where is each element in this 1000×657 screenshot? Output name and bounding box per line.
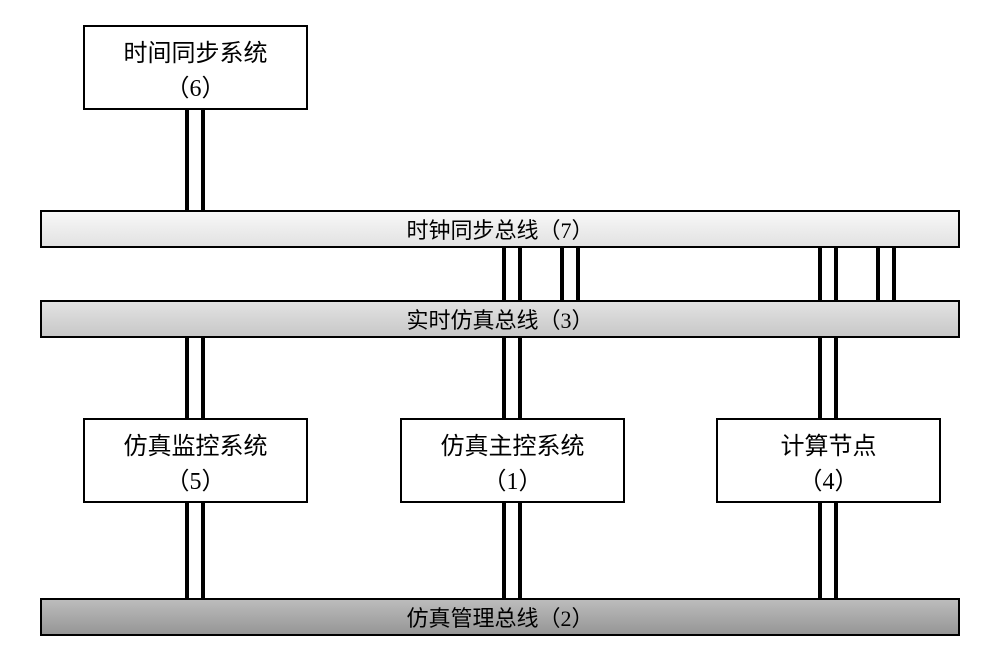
node-compute-node: 计算节点（4）	[716, 418, 941, 503]
node-time-sync-system: 时间同步系统（6）	[83, 25, 308, 110]
node-label-line1: 计算节点	[781, 426, 877, 461]
connector-line	[818, 248, 822, 300]
bus-label: 仿真管理总线（2）	[406, 601, 593, 633]
connector-line	[576, 248, 580, 300]
node-label-line2: （4）	[799, 461, 859, 496]
node-label-line1: 仿真主控系统	[441, 426, 585, 461]
connector-line	[834, 248, 838, 300]
connection-8	[185, 503, 205, 598]
node-sim-monitor-system: 仿真监控系统（5）	[83, 418, 308, 503]
connector-line	[201, 503, 205, 598]
connector-line	[818, 338, 822, 418]
connector-line	[892, 248, 896, 300]
bus-realtime-sim-bus: 实时仿真总线（3）	[40, 300, 960, 338]
node-label-line1: 时间同步系统	[124, 33, 268, 68]
connector-line	[502, 248, 506, 300]
connection-9	[502, 503, 522, 598]
connector-line	[185, 110, 189, 210]
connector-line	[518, 338, 522, 418]
connector-line	[876, 248, 880, 300]
connector-line	[502, 503, 506, 598]
node-label-line1: 仿真监控系统	[124, 426, 268, 461]
connection-3	[502, 338, 522, 418]
connection-5	[818, 248, 838, 300]
connection-7	[876, 248, 896, 300]
connector-line	[185, 503, 189, 598]
connector-line	[201, 338, 205, 418]
connector-line	[818, 503, 822, 598]
connector-line	[834, 338, 838, 418]
bus-clock-sync-bus: 时钟同步总线（7）	[40, 210, 960, 248]
diagram-canvas: 时间同步系统（6） 仿真监控系统（5） 仿真主控系统（1） 计算节点（4） 时钟同步总线…	[0, 0, 1000, 657]
node-label-line2: （5）	[166, 461, 226, 496]
connector-line	[518, 248, 522, 300]
connector-line	[518, 503, 522, 598]
bus-label: 实时仿真总线（3）	[406, 303, 593, 335]
connector-line	[502, 338, 506, 418]
node-label-line2: （1）	[483, 461, 543, 496]
node-sim-master-system: 仿真主控系统（1）	[400, 418, 625, 503]
connector-line	[185, 338, 189, 418]
connector-line	[834, 503, 838, 598]
bus-label: 时钟同步总线（7）	[406, 213, 593, 245]
connection-1	[185, 338, 205, 418]
connection-6	[818, 338, 838, 418]
connection-2	[502, 248, 522, 300]
connector-line	[201, 110, 205, 210]
connector-line	[560, 248, 564, 300]
connection-10	[818, 503, 838, 598]
bus-sim-manage-bus: 仿真管理总线（2）	[40, 598, 960, 636]
connection-4	[560, 248, 580, 300]
connection-0	[185, 110, 205, 210]
node-label-line2: （6）	[166, 68, 226, 103]
